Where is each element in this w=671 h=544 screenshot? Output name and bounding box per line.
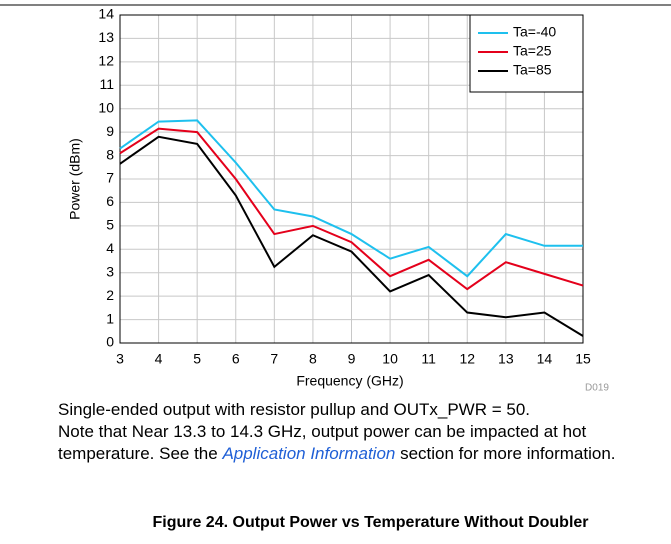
legend-label: Ta=85	[513, 62, 552, 78]
y-tick-label: 7	[106, 170, 114, 186]
y-tick-label: 8	[106, 146, 114, 162]
y-tick-label: 3	[106, 263, 114, 279]
legend-label: Ta=-40	[513, 24, 556, 40]
caption: Single-ended output with resistor pullup…	[58, 399, 663, 465]
y-tick-label: 1	[106, 310, 114, 326]
series-line	[119, 135, 584, 337]
x-tick-label: 5	[193, 351, 201, 367]
y-axis-label: Power (dBm)	[67, 138, 83, 220]
x-tick-label: 3	[116, 351, 124, 367]
y-tick-label: 13	[98, 29, 114, 45]
y-tick-label: 6	[106, 193, 114, 209]
y-tick-label: 12	[98, 53, 114, 69]
x-tick-label: 13	[498, 351, 514, 367]
x-tick-label: 7	[270, 351, 278, 367]
plot-frame	[119, 14, 584, 344]
y-tick-label: 14	[98, 6, 114, 22]
x-tick-label: 8	[309, 351, 317, 367]
figure-title: Figure 24. Output Power vs Temperature W…	[152, 514, 589, 531]
y-tick-label: 4	[106, 240, 114, 256]
y-tick-label: 5	[106, 217, 114, 233]
x-tick-label: 9	[348, 351, 356, 367]
series-line	[119, 127, 584, 291]
y-tick-label: 11	[99, 76, 114, 92]
x-tick-label: 15	[575, 351, 591, 367]
legend-label: Ta=25	[513, 43, 552, 59]
caption-text: Note that Near 13.3 to 14.3 GHz, output …	[58, 422, 587, 463]
x-tick-label: 4	[155, 351, 163, 367]
series-line	[119, 119, 583, 278]
caption-text: section for more information.	[395, 444, 616, 463]
y-tick-label: 2	[106, 287, 114, 303]
x-axis-label: Frequency (GHz)	[296, 373, 403, 389]
y-tick-label: 0	[106, 334, 114, 350]
x-tick-label: 6	[232, 351, 240, 367]
x-tick-label: 10	[382, 351, 398, 367]
link[interactable]: Application Information	[222, 444, 396, 463]
x-tick-label: 14	[537, 351, 553, 367]
chart: Frequency (GHz) Power (dBm) D019 0123456…	[0, 4, 671, 394]
y-tick-label: 10	[98, 99, 114, 115]
caption-sentence: Single-ended output with resistor pullup…	[58, 400, 530, 419]
x-tick-label: 12	[459, 351, 475, 367]
x-tick-label: 11	[421, 351, 436, 367]
figure-code: D019	[585, 383, 609, 394]
y-tick-label: 9	[106, 123, 114, 139]
legend-box	[469, 14, 584, 93]
